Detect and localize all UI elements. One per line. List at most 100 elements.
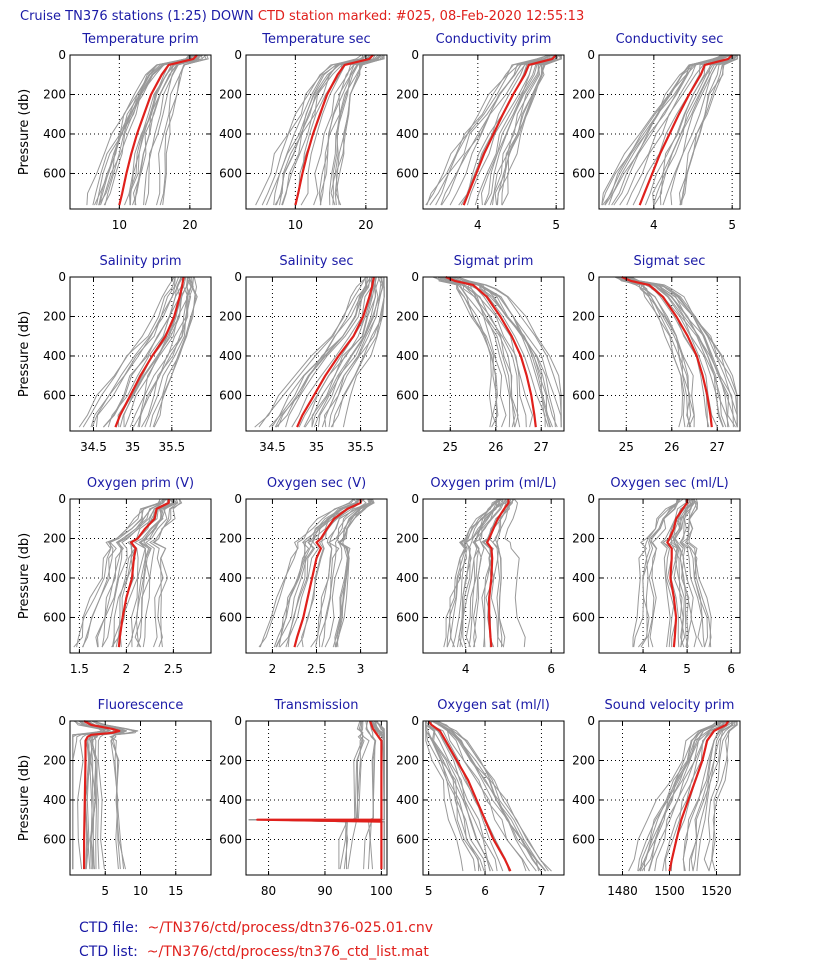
- other-station-profile: [438, 276, 521, 428]
- other-station-profile: [82, 276, 176, 428]
- y-tick-label: 0: [58, 714, 66, 728]
- panel-sigmat-prim: Sigmat prim 25 26 27 0 200 400 600: [396, 254, 565, 454]
- x-tick-label: 5: [101, 884, 109, 898]
- other-station-profile: [682, 720, 732, 872]
- y-tick-label: 400: [219, 127, 242, 141]
- x-tick-label: 25: [443, 440, 458, 454]
- other-station-profile: [248, 720, 377, 870]
- other-station-profile: [672, 498, 693, 648]
- x-tick-label: 34.5: [259, 440, 286, 454]
- other-station-profile: [437, 720, 547, 872]
- panel-frame: [422, 498, 565, 654]
- y-tick-label: 400: [572, 127, 595, 141]
- x-tick-label: 34.5: [80, 440, 107, 454]
- panel-sound-velocity-prim: Sound velocity prim 1480 1500 1520 0 200 400 60…: [572, 698, 741, 898]
- other-station-profile: [624, 276, 734, 428]
- other-station-profile: [268, 720, 385, 870]
- marked-station-profile: [118, 54, 198, 206]
- panel-title: Sigmat sec: [634, 254, 706, 269]
- other-station-profile: [101, 498, 168, 648]
- other-station-profile: [435, 720, 542, 872]
- other-station-profile: [248, 720, 364, 870]
- panel-title: Oxygen prim (ml/L): [430, 476, 556, 491]
- other-station-profile: [425, 721, 485, 872]
- other-station-profile: [431, 720, 530, 872]
- other-station-profile: [504, 498, 526, 648]
- other-station-profile: [438, 276, 499, 428]
- other-station-profile: [95, 498, 166, 648]
- other-station-profile: [258, 276, 367, 428]
- other-station-profile: [441, 276, 516, 428]
- figure-header: Cruise TN376 stations (1:25) DOWN CTD st…: [20, 9, 584, 24]
- other-station-profile: [295, 54, 375, 206]
- ctd-file-path: ~/TN376/ctd/process/dtn376-025.01.cnv: [147, 920, 434, 936]
- y-tick-label: 0: [411, 714, 419, 728]
- other-station-profile: [458, 498, 504, 648]
- y-tick-label: 0: [234, 48, 242, 62]
- other-station-profile: [648, 720, 726, 872]
- other-station-profile: [138, 276, 192, 428]
- panel-title: Sigmat prim: [454, 254, 534, 269]
- x-tick-label: 4: [462, 662, 470, 676]
- x-tick-label: 6: [727, 662, 735, 676]
- other-station-profile: [129, 276, 189, 428]
- x-tick-label: 1480: [607, 884, 638, 898]
- other-station-profile: [73, 498, 161, 648]
- other-station-profile: [432, 720, 537, 872]
- y-tick-label: 200: [396, 531, 419, 545]
- other-station-profile: [334, 54, 385, 206]
- other-station-profile: [296, 498, 362, 648]
- other-station-profile: [72, 720, 112, 870]
- y-tick-label: 0: [58, 492, 66, 506]
- other-station-profile: [703, 720, 738, 872]
- y-axis-label: Pressure (db): [17, 533, 32, 619]
- other-station-profile: [611, 54, 727, 206]
- panel-frame: [69, 54, 212, 210]
- y-tick-label: 0: [234, 492, 242, 506]
- panel-frame: [598, 276, 741, 432]
- other-station-profile: [162, 54, 208, 206]
- other-station-profile: [631, 276, 738, 428]
- panel-title: Fluorescence: [98, 698, 184, 713]
- other-station-profile: [681, 498, 705, 648]
- y-tick-label: 600: [43, 166, 66, 180]
- other-station-profile: [254, 276, 367, 428]
- x-tick-label: 4: [474, 218, 482, 232]
- other-station-profile: [269, 720, 385, 870]
- y-tick-label: 400: [43, 793, 66, 807]
- other-station-profile: [425, 721, 491, 872]
- y-tick-label: 600: [43, 832, 66, 846]
- panel-frame: [422, 276, 565, 432]
- panel-salinity-sec: Salinity sec 34.5 35 35.5 0 200 400 600: [219, 254, 388, 454]
- other-station-profile: [258, 498, 354, 648]
- other-station-profile: [248, 720, 370, 870]
- other-station-profile: [137, 276, 188, 428]
- other-station-profile: [679, 55, 738, 206]
- other-station-profile: [268, 720, 385, 870]
- x-tick-label: 15: [168, 884, 183, 898]
- other-station-profile: [131, 498, 174, 648]
- cruise-label: Cruise TN376 stations (1:25) DOWN: [20, 9, 254, 24]
- other-station-profile: [127, 498, 175, 648]
- other-station-profile: [496, 498, 515, 648]
- y-tick-label: 600: [572, 610, 595, 624]
- other-station-profile: [143, 54, 201, 206]
- other-station-profile: [443, 498, 500, 648]
- y-tick-label: 200: [572, 309, 595, 323]
- x-tick-label: 90: [317, 884, 332, 898]
- other-station-profile: [123, 276, 188, 428]
- x-tick-label: 100: [370, 884, 393, 898]
- y-tick-label: 600: [219, 832, 242, 846]
- other-station-profile: [619, 276, 692, 428]
- other-station-profile: [313, 276, 379, 428]
- x-tick-label: 7: [538, 884, 546, 898]
- y-tick-label: 200: [396, 753, 419, 767]
- other-station-profile: [686, 498, 712, 648]
- other-station-profile: [321, 276, 383, 428]
- other-station-profile: [128, 54, 200, 206]
- marked-station-profile: [117, 499, 170, 648]
- other-station-profile: [311, 276, 377, 428]
- y-tick-label: 200: [219, 309, 242, 323]
- other-station-profile: [334, 498, 374, 648]
